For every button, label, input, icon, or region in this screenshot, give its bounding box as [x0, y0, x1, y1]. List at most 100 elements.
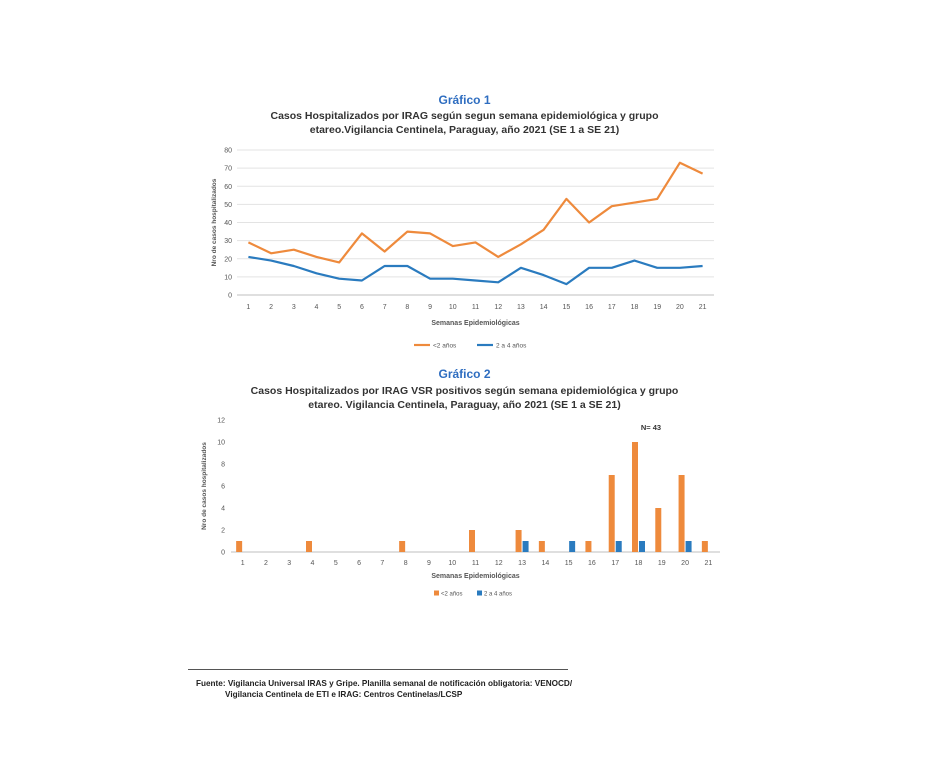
- chart2-bar: [685, 541, 692, 552]
- chart2-bar: [569, 541, 576, 552]
- chart2-bar: [655, 508, 662, 552]
- chart1-x-tick-label: 1: [246, 304, 250, 311]
- chart1-x-tick-label: 19: [653, 304, 661, 311]
- chart1-x-tick-label: 12: [494, 304, 502, 311]
- chart2-bar: [306, 541, 312, 552]
- chart2-legend-swatch: [477, 590, 482, 596]
- chart1-y-tick-label: 50: [224, 202, 232, 209]
- chart2-x-tick-label: 10: [448, 560, 456, 567]
- chart2-bar: [701, 541, 708, 552]
- chart2-bar: [515, 530, 522, 552]
- chart2-y-tick-label: 12: [217, 418, 225, 425]
- chart1-x-tick-label: 4: [315, 304, 319, 311]
- chart2-legend-label: <2 años: [441, 592, 463, 598]
- chart2-x-tick-label: 8: [404, 560, 408, 567]
- chart1-x-tick-label: 15: [562, 304, 570, 311]
- chart1-series-line: [247, 161, 704, 264]
- chart1-x-tick-label: 8: [405, 304, 409, 311]
- chart2-y-tick-label: 10: [217, 440, 225, 447]
- chart2-x-axis-label: Semanas Epidemiológicas: [431, 573, 519, 580]
- chart2-bar: [538, 541, 545, 552]
- chart1-x-tick-label: 11: [472, 304, 479, 311]
- chart1-x-tick-label: 10: [449, 304, 457, 311]
- chart2-x-tick-label: 14: [541, 560, 549, 567]
- chart1-x-axis-label: Semanas Epidemiológicas: [431, 320, 519, 327]
- chart1-x-tick-label: 17: [608, 304, 616, 311]
- chart1-y-tick-label: 20: [224, 256, 232, 263]
- chart2-title-line1: Casos Hospitalizados por IRAG VSR positi…: [250, 385, 679, 397]
- chart2-x-tick-label: 2: [264, 560, 268, 567]
- chart1-y-tick-label: 0: [228, 293, 232, 300]
- chart2-x-tick-label: 1: [241, 560, 245, 567]
- chart2-x-tick-label: 9: [427, 560, 431, 567]
- chart1-y-tick-label: 30: [224, 238, 232, 245]
- chart2-y-axis-label: Nro de casos hospitalizados: [201, 442, 208, 530]
- chart2-title: Casos Hospitalizados por IRAG VSR positi…: [0, 384, 929, 412]
- chart2-x-tick-label: 18: [635, 560, 643, 567]
- chart1-title-line1: Casos Hospitalizados por IRAG según segu…: [270, 110, 659, 122]
- chart1-legend-label: 2 a 4 años: [496, 343, 527, 350]
- chart2-bar: [469, 530, 475, 552]
- chart2-bar: [615, 541, 622, 552]
- chart1-x-tick-label: 16: [585, 304, 593, 311]
- chart1-y-axis-label: Nro de casos hospitalizados: [211, 178, 218, 266]
- chart2-x-tick-label: 20: [681, 560, 689, 567]
- chart2-bar: [236, 541, 243, 552]
- chart2-title-line2: etareo. Vigilancia Centinela, Paraguay, …: [308, 399, 621, 411]
- chart1-x-tick-label: 20: [676, 304, 684, 311]
- source-divider: [188, 669, 568, 670]
- chart2-label: Gráfico 2: [438, 367, 491, 381]
- chart2-x-tick-label: 4: [311, 560, 315, 567]
- chart2-bar: [585, 541, 592, 552]
- chart2-x-tick-label: 21: [704, 560, 712, 567]
- chart2-y-tick-label: 0: [221, 550, 225, 557]
- chart1-x-tick-label: 6: [360, 304, 364, 311]
- chart2-x-tick-label: 12: [495, 560, 503, 567]
- chart1-y-tick-label: 60: [224, 184, 232, 191]
- chart2-x-tick-label: 5: [334, 560, 338, 567]
- chart1-y-tick-label: 10: [224, 274, 232, 281]
- chart2-y-tick-label: 2: [221, 528, 225, 535]
- chart2-bar: [678, 475, 685, 552]
- chart2-annotation: N= 43: [641, 423, 661, 432]
- chart2-bar: [632, 442, 638, 552]
- chart1-y-tick-label: 80: [224, 148, 232, 155]
- chart2-legend-swatch: [434, 590, 439, 596]
- chart1-x-tick-label: 5: [337, 304, 341, 311]
- chart2-x-tick-label: 13: [518, 560, 526, 567]
- chart1-x-tick-label: 14: [540, 304, 548, 311]
- chart1-x-tick-label: 7: [383, 304, 387, 311]
- chart1-x-tick-label: 13: [517, 304, 525, 311]
- chart2-x-tick-label: 11: [472, 560, 479, 567]
- chart1-y-tick-label: 40: [224, 220, 232, 227]
- source-note: Fuente: Vigilancia Universal IRAS y Grip…: [196, 678, 572, 700]
- chart2-x-tick-label: 16: [588, 560, 596, 567]
- chart2-bar: [399, 541, 406, 552]
- chart1-x-tick-label: 9: [428, 304, 432, 311]
- chart1-x-tick-label: 18: [631, 304, 639, 311]
- chart2-bar: [522, 541, 529, 552]
- chart2-x-tick-label: 3: [287, 560, 291, 567]
- chart2-x-tick-label: 17: [611, 560, 619, 567]
- chart2-y-tick-label: 8: [221, 462, 225, 469]
- chart2-x-tick-label: 6: [357, 560, 361, 567]
- source-line2: Vigilancia Centinela de ETI e IRAG: Cent…: [225, 690, 463, 699]
- chart1-series-line: [248, 255, 703, 286]
- chart2-x-tick-label: 15: [565, 560, 573, 567]
- chart1-legend-label: <2 años: [433, 343, 457, 350]
- chart2-bar: [639, 541, 645, 552]
- chart1-x-tick-label: 3: [292, 304, 296, 311]
- chart2-x-tick-label: 19: [658, 560, 666, 567]
- chart1-x-tick-label: 2: [269, 304, 273, 311]
- chart2-x-tick-label: 7: [380, 560, 384, 567]
- source-line1: Fuente: Vigilancia Universal IRAS y Grip…: [196, 679, 573, 688]
- chart2-y-tick-label: 6: [221, 484, 225, 491]
- chart1-x-tick-label: 21: [699, 304, 707, 311]
- chart1-title: Casos Hospitalizados por IRAG según segu…: [0, 109, 929, 137]
- chart2-legend-label: 2 a 4 años: [484, 592, 512, 598]
- chart2-y-tick-label: 4: [221, 506, 225, 513]
- chart2-bar: [608, 475, 615, 552]
- chart1-label: Gráfico 1: [438, 93, 491, 107]
- chart1-title-line2: etareo.Vigilancia Centinela, Paraguay, a…: [309, 124, 620, 136]
